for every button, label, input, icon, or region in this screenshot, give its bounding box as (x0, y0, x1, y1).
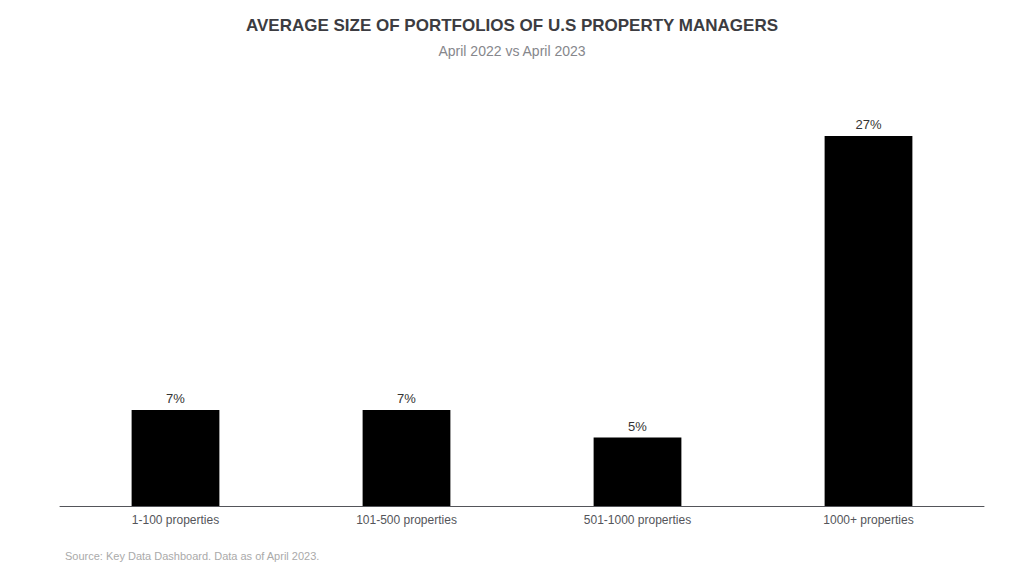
svg-text:7%: 7% (397, 391, 416, 406)
svg-text:501-1000 properties: 501-1000 properties (584, 513, 691, 527)
svg-text:5%: 5% (628, 419, 647, 434)
svg-text:27%: 27% (855, 117, 881, 132)
svg-text:101-500 properties: 101-500 properties (356, 513, 457, 527)
svg-text:1-100 properties: 1-100 properties (132, 513, 219, 527)
svg-text:Source: Key Data Dashboard. Da: Source: Key Data Dashboard. Data as of A… (65, 550, 319, 562)
svg-text:AVERAGE SIZE OF PORTFOLIOS OF: AVERAGE SIZE OF PORTFOLIOS OF U.S PROPER… (246, 16, 778, 35)
svg-text:1000+ properties: 1000+ properties (823, 513, 913, 527)
svg-text:7%: 7% (166, 391, 185, 406)
svg-text:April 2022 vs April 2023: April 2022 vs April 2023 (438, 43, 585, 59)
